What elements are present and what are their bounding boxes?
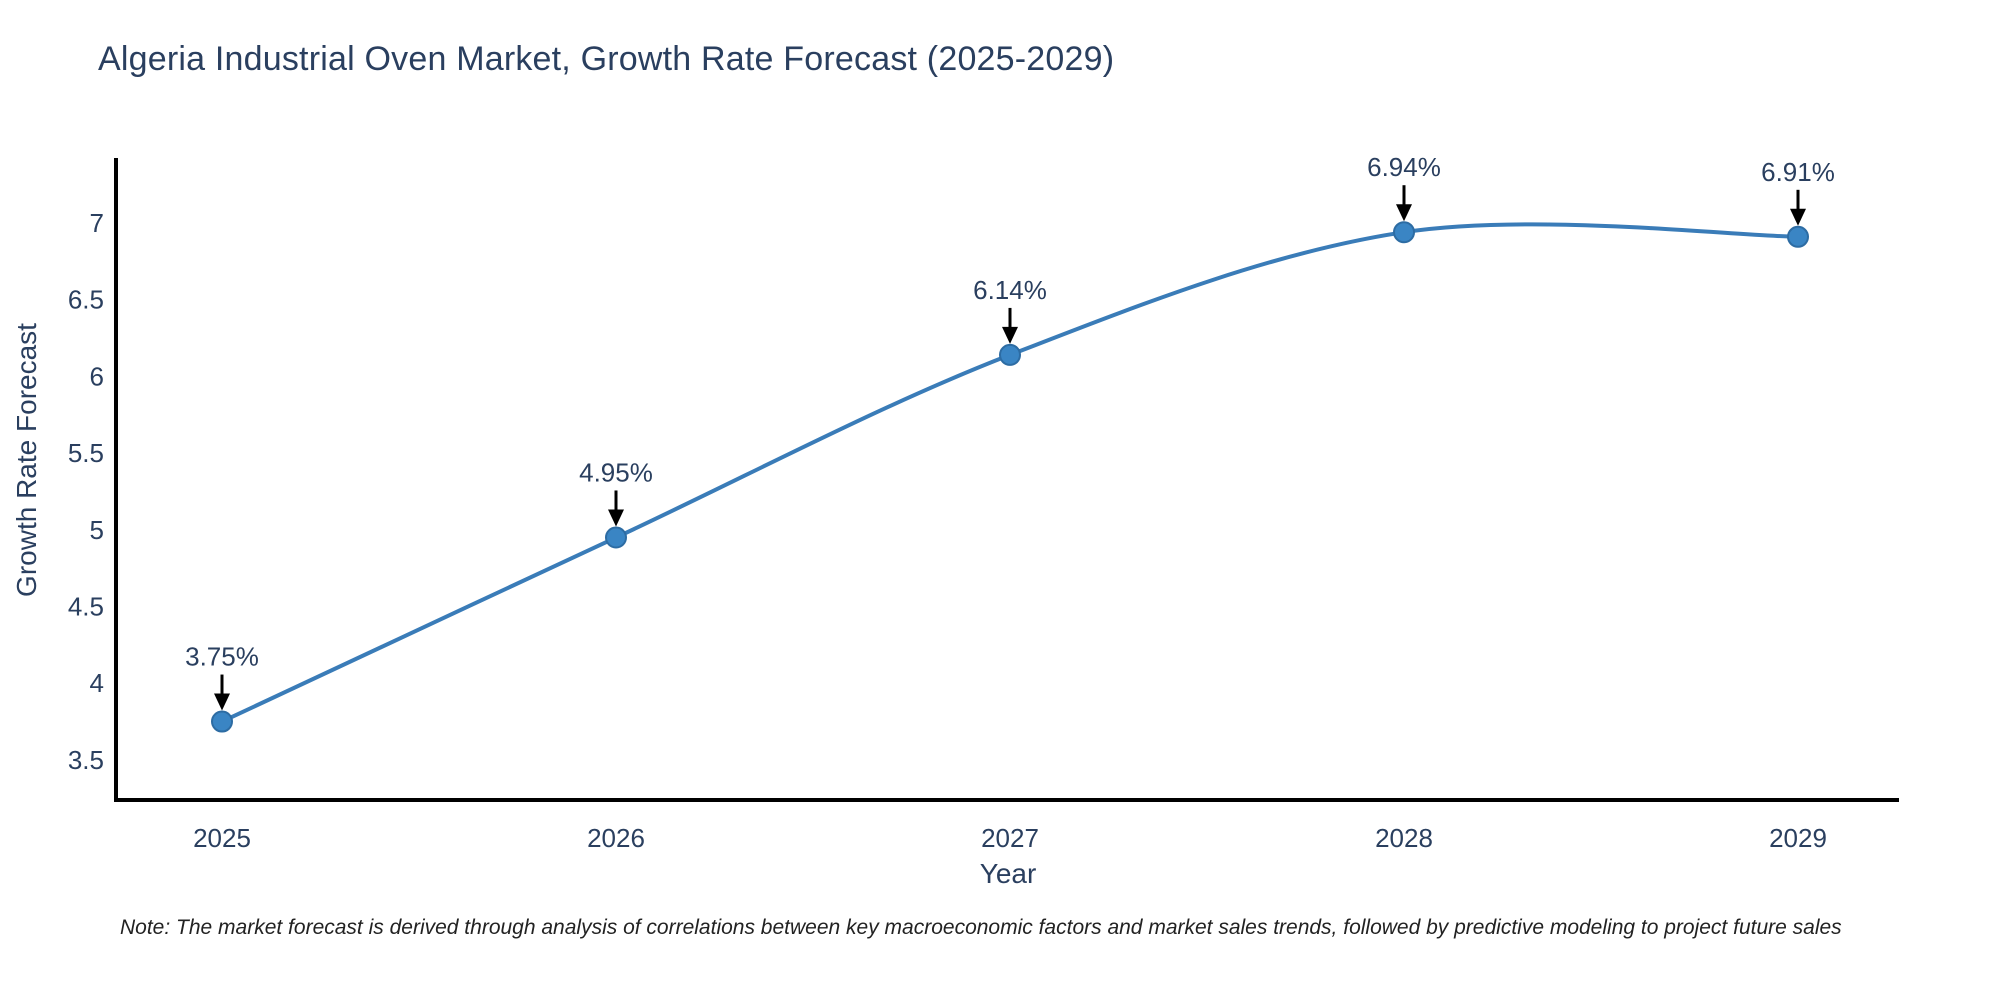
footnote: Note: The market forecast is derived thr… bbox=[120, 916, 1842, 939]
x-tick-label: 2027 bbox=[981, 823, 1039, 853]
y-tick-label: 4.5 bbox=[68, 592, 104, 622]
annotation-arrow-head bbox=[1790, 208, 1806, 226]
x-axis-title: Year bbox=[979, 858, 1037, 889]
x-tick-label: 2029 bbox=[1769, 823, 1827, 853]
data-point bbox=[211, 710, 233, 733]
data-point-label: 6.14% bbox=[973, 275, 1047, 305]
y-tick-label: 7 bbox=[90, 208, 104, 238]
chart-title: Algeria Industrial Oven Market, Growth R… bbox=[98, 40, 1115, 78]
data-point-label: 4.95% bbox=[579, 457, 653, 487]
data-point bbox=[605, 526, 627, 549]
y-tick-label: 4 bbox=[90, 668, 104, 698]
data-point bbox=[1787, 225, 1809, 248]
data-point-label: 3.75% bbox=[185, 642, 259, 672]
data-point-label: 6.94% bbox=[1367, 152, 1441, 182]
x-tick-label: 2026 bbox=[587, 823, 645, 853]
annotation-arrow-head bbox=[1002, 326, 1018, 344]
annotation-arrow-head bbox=[214, 693, 230, 711]
data-point bbox=[1393, 221, 1415, 244]
y-tick-label: 5.5 bbox=[68, 438, 104, 468]
annotation-arrow-head bbox=[1396, 204, 1412, 222]
x-tick-label: 2025 bbox=[193, 823, 251, 853]
y-tick-label: 3.5 bbox=[68, 745, 104, 775]
annotation-arrow-head bbox=[608, 509, 624, 527]
y-tick-label: 6.5 bbox=[68, 285, 104, 315]
y-tick-label: 5 bbox=[90, 515, 104, 545]
y-axis-title: Growth Rate Forecast bbox=[11, 323, 42, 597]
y-tick-label: 6 bbox=[90, 361, 104, 391]
x-tick-label: 2028 bbox=[1375, 823, 1433, 853]
data-point-label: 6.91% bbox=[1761, 157, 1835, 187]
data-point bbox=[999, 343, 1021, 366]
